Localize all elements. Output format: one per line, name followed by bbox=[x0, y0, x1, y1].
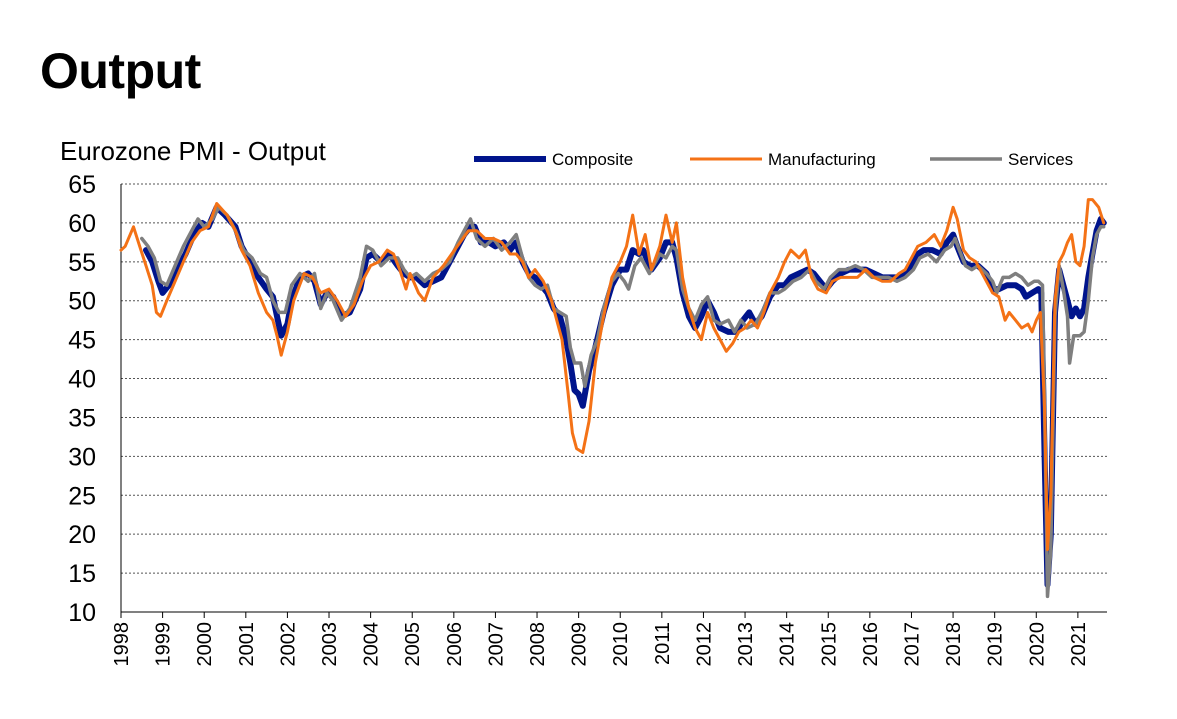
page-title: Output bbox=[40, 43, 201, 99]
x-tick-label: 2004 bbox=[361, 622, 383, 667]
x-tick-label: 2019 bbox=[985, 622, 1007, 667]
x-tick-label: 1999 bbox=[153, 622, 175, 667]
x-tick-label: 2006 bbox=[444, 622, 466, 667]
x-tick-label: 2021 bbox=[1068, 622, 1090, 667]
y-tick-label: 15 bbox=[68, 560, 96, 588]
y-tick-label: 30 bbox=[68, 443, 96, 471]
x-tick-label: 2018 bbox=[943, 622, 965, 667]
x-tick-label: 2003 bbox=[319, 622, 341, 667]
y-tick-label: 60 bbox=[68, 210, 96, 238]
chart-legend: Composite Manufacturing Services bbox=[474, 150, 1073, 169]
x-tick-label: 2011 bbox=[652, 622, 674, 665]
x-tick-label: 2008 bbox=[527, 622, 549, 667]
x-tick-label: 2015 bbox=[818, 622, 840, 667]
x-tick-label: 2016 bbox=[860, 622, 882, 667]
x-tick-label: 2007 bbox=[485, 622, 507, 667]
legend-label-composite: Composite bbox=[552, 150, 633, 169]
series-line-services bbox=[140, 205, 1106, 599]
y-tick-label: 25 bbox=[68, 482, 96, 510]
x-axis: 1998 1999 2000 2001 2002 2003 2004 2005 2006 2007… bbox=[111, 611, 1107, 667]
series-lines bbox=[119, 198, 1107, 599]
x-tick-label: 2010 bbox=[610, 622, 632, 667]
x-tick-label: 2014 bbox=[777, 622, 799, 667]
legend-label-services: Services bbox=[1008, 150, 1073, 169]
x-tick-label: 2001 bbox=[236, 622, 258, 667]
y-tick-label: 55 bbox=[68, 249, 96, 277]
x-tick-label: 2012 bbox=[693, 622, 715, 667]
x-tick-label: 2000 bbox=[194, 622, 216, 667]
series-line-manufacturing bbox=[119, 198, 1106, 552]
y-tick-label: 65 bbox=[68, 171, 96, 199]
legend-label-manufacturing: Manufacturing bbox=[768, 150, 876, 169]
y-tick-label: 10 bbox=[68, 599, 96, 627]
y-tick-label: 45 bbox=[68, 327, 96, 355]
gridlines bbox=[121, 183, 1107, 574]
x-tick-label: 2005 bbox=[402, 622, 424, 667]
x-tick-label: 1998 bbox=[111, 622, 133, 667]
y-tick-label: 40 bbox=[68, 366, 96, 394]
x-tick-label: 2002 bbox=[277, 622, 299, 667]
y-tick-label: 20 bbox=[68, 521, 96, 549]
y-axis: 10 15 20 25 30 35 40 45 50 55 60 65 bbox=[68, 171, 122, 627]
x-tick-label: 2017 bbox=[901, 622, 923, 667]
x-tick-label: 2013 bbox=[735, 622, 757, 667]
y-tick-label: 35 bbox=[68, 404, 96, 432]
chart-title: Eurozone PMI - Output bbox=[60, 136, 327, 166]
series-line-composite bbox=[143, 204, 1107, 588]
x-tick-label: 2009 bbox=[569, 622, 591, 667]
y-tick-label: 50 bbox=[68, 288, 96, 316]
x-tick-label: 2020 bbox=[1026, 622, 1048, 667]
